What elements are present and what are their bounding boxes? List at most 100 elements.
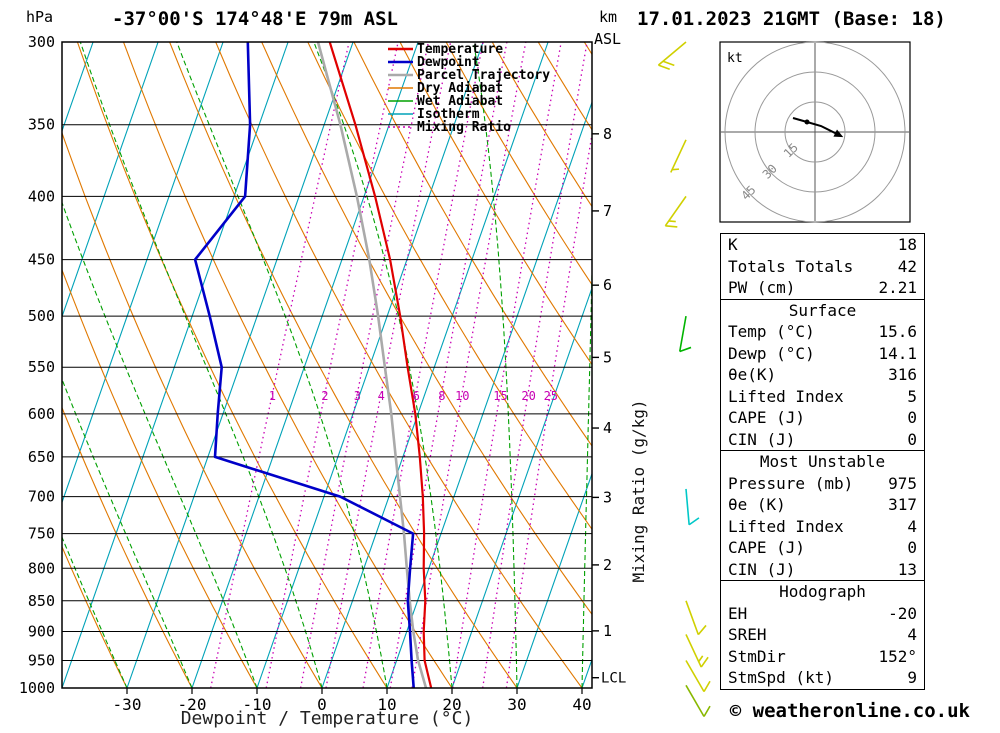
dewpoint-curve [193, 42, 415, 688]
row-label: CAPE (J) [728, 538, 806, 557]
row-label: CAPE (J) [728, 408, 806, 427]
row-value: 5 [907, 386, 917, 406]
row-value: 317 [888, 495, 917, 514]
table-row: Lifted Index 5 [721, 386, 924, 408]
pressure-tick-label: 750 [28, 525, 55, 543]
run-datetime: 17.01.2023 21GMT (Base: 18) [637, 8, 946, 30]
table-row: CIN (J) 0 [721, 429, 924, 451]
table-row: Temp (°C) 15.6 [721, 321, 924, 343]
row-label: StmSpd (kt) [728, 668, 834, 687]
legend-label: Dewpoint [417, 55, 480, 70]
mixing-ratio-value-labels: 1 2 3 4 6 8 10 15 20 25 [269, 389, 558, 403]
wet-adiabats [62, 42, 592, 688]
table-row: CAPE (J) 0 [721, 537, 924, 559]
km-tick-label: 8 [603, 125, 612, 143]
row-label: EH [728, 603, 748, 623]
legend-label: Parcel Trajectory [417, 68, 550, 83]
row-label: Lifted Index [728, 386, 844, 406]
pressure-tick-label: 900 [28, 622, 55, 640]
table-section-hodograph: Hodograph EH -20 SREH 4 StmDir 152° StmSpd (kt)… [720, 580, 925, 690]
row-label: CIN (J) [728, 559, 796, 579]
row-value: 0 [907, 408, 917, 427]
mixing-ratio-value-label: 10 [455, 389, 469, 403]
row-label: Totals Totals [728, 256, 854, 276]
row-value: 42 [897, 256, 917, 276]
x-axis-label: Dewpoint / Temperature (°C) [180, 708, 474, 729]
row-value: 13 [897, 559, 917, 579]
mixing-ratio-value-label: 3 [354, 389, 361, 403]
temp-tick-label: -10 [243, 695, 272, 714]
pressure-tick-label: 350 [28, 116, 55, 134]
pressure-tick-label: 850 [28, 592, 55, 610]
km-tick-label: 7 [603, 202, 612, 220]
mixing-ratio-value-label: 1 [269, 389, 276, 403]
pressure-tick-label: 550 [28, 358, 55, 376]
pressure-tick-label: 800 [28, 559, 55, 577]
pressure-tick-label: 400 [28, 187, 55, 205]
mixing-ratio-value-label: 25 [544, 389, 558, 403]
table-row: Dewp (°C) 14.1 [721, 343, 924, 365]
row-label: θe(K) [728, 365, 777, 384]
table-row: PW (cm) 2.21 [721, 277, 924, 299]
table-section-indices: K 18 Totals Totals 42 PW (cm) 2.21 [720, 233, 925, 300]
table-row: θe (K) 317 [721, 494, 924, 516]
row-label: Lifted Index [728, 516, 844, 536]
table-section-surface: Surface Temp (°C) 15.6 Dewp (°C) 14.1 θe(K) 31… [720, 298, 925, 451]
pressure-tick-label: 500 [28, 307, 55, 325]
temp-tick-label: 0 [317, 695, 327, 714]
row-value: 4 [907, 516, 917, 536]
row-label: Dewp (°C) [728, 343, 815, 363]
pressure-tick-label: 650 [28, 448, 55, 466]
mixing-ratio-value-label: 15 [493, 389, 507, 403]
wind-barb [678, 315, 692, 353]
row-value: 14.1 [878, 343, 917, 363]
wind-barb [657, 41, 687, 70]
table-row: CAPE (J) 0 [721, 407, 924, 429]
pressure-tick-label: 450 [28, 251, 55, 269]
altitude-axis-unit-km: km [599, 8, 618, 26]
km-tick-label: 6 [603, 276, 612, 294]
pressure-tick-label: 950 [28, 651, 55, 669]
temperature-curve [328, 42, 433, 688]
lcl-label: LCL [601, 671, 626, 687]
pressure-axis-unit: hPa [26, 8, 54, 26]
table-section-most-unstable: Most Unstable Pressure (mb) 975 θe (K) 317 Li… [720, 450, 925, 581]
legend-label: Temperature [417, 42, 503, 57]
table-row: StmDir 152° [721, 646, 924, 668]
altitude-axis-unit-asl: ASL [594, 30, 622, 48]
row-value: 316 [888, 365, 917, 384]
row-value: 2.21 [878, 278, 917, 297]
km-tick-label: 2 [603, 556, 612, 574]
pressure-tick-label: 600 [28, 405, 55, 423]
parcel-curve [316, 42, 428, 688]
km-axis: 8 7 6 5 4 3 2 1 LCL [592, 125, 626, 687]
km-tick-label: 5 [603, 348, 612, 366]
temp-tick-label: 30 [507, 695, 526, 714]
row-value: 0 [907, 429, 917, 449]
legend-label: Wet Adiabat [417, 94, 503, 109]
station-title: -37°00'S 174°48'E 79m ASL [112, 8, 398, 30]
temperature-axis: -30 -20 -10 0 10 20 30 40 [113, 688, 592, 714]
table-row: θe(K) 316 [721, 364, 924, 386]
table-row: CIN (J) 13 [721, 559, 924, 581]
row-label: StmDir [728, 646, 786, 666]
legend-label: Mixing Ratio [417, 120, 511, 135]
pressure-gridlines [62, 42, 592, 688]
mixing-ratio-value-label: 2 [321, 389, 328, 403]
indices-table: K 18 Totals Totals 42 PW (cm) 2.21 Surface Temp… [720, 233, 925, 690]
mixing-ratio-value-label: 8 [438, 389, 445, 403]
table-row: Lifted Index 4 [721, 516, 924, 538]
wind-barb [670, 139, 687, 173]
profiles [193, 42, 433, 688]
mixing-ratio-value-label: 20 [521, 389, 535, 403]
pressure-tick-label: 1000 [19, 679, 55, 697]
hodograph-trace [792, 117, 838, 135]
wind-barb [685, 488, 700, 526]
temp-tick-label: -20 [178, 695, 207, 714]
copyright-link[interactable]: © weatheronline.co.uk [729, 700, 970, 722]
row-value: 975 [888, 473, 917, 493]
pressure-tick-label: 700 [28, 488, 55, 506]
